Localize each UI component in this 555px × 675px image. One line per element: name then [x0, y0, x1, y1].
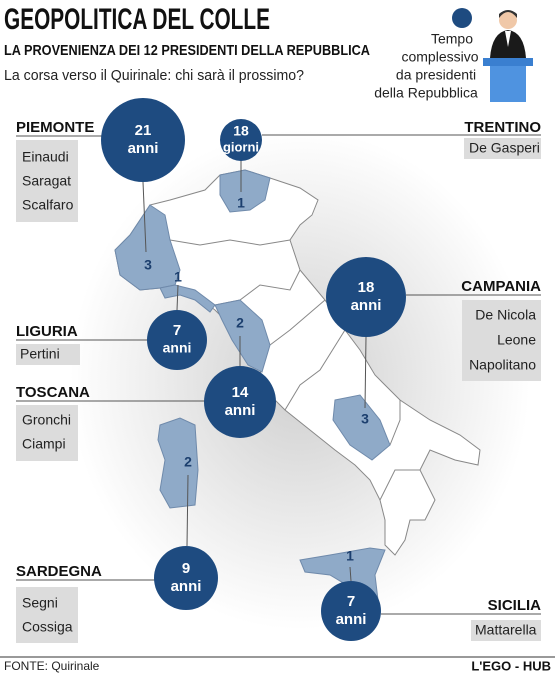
italy-mainland	[114, 169, 481, 556]
region-label: CAMPANIA	[461, 278, 541, 295]
president-name: Cossiga	[22, 619, 73, 635]
president-name: Mattarella	[475, 622, 537, 638]
time-circle	[326, 257, 406, 337]
region-label: PIEMONTE	[16, 119, 94, 136]
president-count: 2	[236, 315, 244, 331]
president-name: Pertini	[20, 346, 60, 362]
president-name: De Gasperi	[469, 140, 540, 156]
time-unit: anni	[128, 140, 159, 157]
time-circle	[147, 310, 207, 370]
time-unit: anni	[163, 340, 192, 356]
time-value: 14	[232, 384, 249, 401]
time-value: 18	[358, 279, 375, 296]
time-value: 7	[173, 322, 181, 339]
president-name: Ciampi	[22, 436, 66, 452]
time-unit: giorni	[223, 139, 259, 154]
names-box	[16, 405, 78, 461]
time-value: 9	[182, 560, 190, 577]
time-value: 18	[233, 123, 249, 139]
time-unit: anni	[225, 402, 256, 419]
time-circle	[101, 98, 185, 182]
president-icon	[483, 10, 533, 102]
region-sardegna	[157, 417, 199, 509]
legend-line: Tempo	[431, 31, 473, 47]
president-name: Leone	[497, 332, 536, 348]
map	[114, 169, 481, 601]
region-label: SARDEGNA	[16, 563, 102, 580]
president-name: Einaudi	[22, 149, 69, 165]
legend: Tempo complessivo da presidenti della Re…	[374, 31, 478, 101]
president-name: Gronchi	[22, 412, 71, 428]
leader-line	[142, 181, 147, 253]
region-trentino	[219, 169, 271, 213]
time-circle	[204, 366, 276, 438]
region-toscana	[214, 299, 271, 373]
president-count: 1	[346, 548, 354, 564]
source: FONTE: Quirinale	[4, 659, 100, 673]
legend-line: da presidenti	[396, 67, 476, 83]
region-campania	[332, 394, 391, 461]
time-circle	[220, 119, 262, 161]
region-liguria	[159, 284, 216, 313]
president-name: Scalfaro	[22, 197, 74, 213]
question: La corsa verso il Quirinale: chi sarà il…	[4, 67, 304, 84]
names-box	[462, 300, 541, 381]
leader-line	[349, 566, 352, 582]
president-count: 3	[361, 411, 369, 427]
region-label: TOSCANA	[16, 384, 90, 401]
time-unit: anni	[171, 578, 202, 595]
president-name: De Nicola	[475, 307, 536, 323]
title: GEOPOLITICA DEL COLLE	[4, 3, 270, 36]
leader-line	[176, 284, 179, 311]
region-label: LIGURIA	[16, 323, 78, 340]
president-name: Segni	[22, 595, 58, 611]
names-box	[16, 140, 78, 222]
subtitle: LA PROVENIENZA DEI 12 PRESIDENTI DELLA R…	[4, 42, 370, 59]
president-name: Saragat	[22, 173, 71, 189]
names-box	[471, 620, 541, 641]
legend-line: complessivo	[401, 49, 478, 65]
president-count: 1	[174, 269, 182, 285]
time-circle	[154, 546, 218, 610]
names-box	[16, 344, 80, 365]
leader-line	[364, 336, 367, 409]
time-circle	[321, 581, 381, 641]
time-value: 21	[135, 122, 152, 139]
region-label: TRENTINO	[464, 119, 541, 136]
region-label: SICILIA	[488, 597, 542, 614]
president-count: 3	[144, 257, 152, 273]
president-count: 1	[237, 195, 245, 211]
leader-line	[186, 474, 189, 547]
president-name: Napolitano	[469, 357, 536, 373]
legend-line: della Repubblica	[374, 85, 478, 101]
time-value: 7	[347, 593, 355, 610]
names-box	[16, 587, 78, 643]
brand: L'EGO - HUB	[471, 658, 551, 673]
names-box	[464, 138, 541, 159]
time-unit: anni	[351, 297, 382, 314]
legend-dot	[452, 8, 472, 28]
president-count: 2	[184, 454, 192, 470]
time-unit: anni	[336, 611, 367, 628]
